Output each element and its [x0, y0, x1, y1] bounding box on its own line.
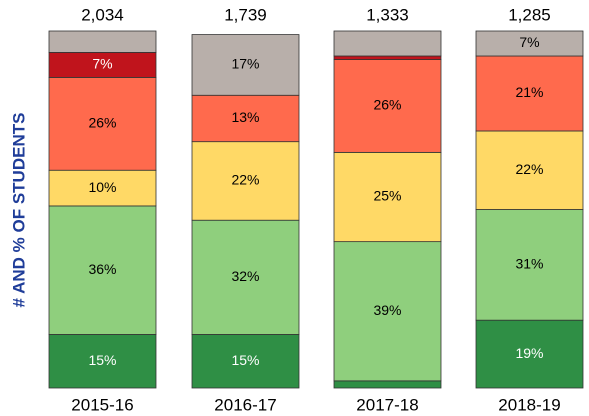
bar-segment	[333, 241, 442, 382]
bar-segment	[48, 334, 157, 389]
data-label: 7%	[519, 34, 539, 50]
data-label: 25%	[373, 188, 401, 204]
bar-segment	[191, 94, 300, 143]
data-label: 7%	[92, 56, 112, 72]
total-label: 1,285	[508, 5, 551, 24]
bar-segment	[333, 151, 442, 243]
bar-segment	[475, 55, 584, 132]
x-tick-label: 2015-16	[71, 395, 133, 414]
data-label: 10%	[88, 179, 116, 195]
data-label: 15%	[231, 352, 259, 368]
bar-segment	[333, 55, 442, 60]
total-label: 1,739	[224, 5, 267, 24]
bar-segment	[475, 30, 584, 57]
bar-segment	[191, 141, 300, 221]
total-label: 2,034	[81, 5, 124, 24]
bar-segment	[48, 77, 157, 171]
data-label: 15%	[88, 352, 116, 368]
data-label: 26%	[373, 97, 401, 113]
data-label: 36%	[88, 261, 116, 277]
bar-segment	[48, 52, 157, 78]
data-label: 13%	[231, 109, 259, 125]
data-label: 19%	[515, 345, 543, 361]
total-label: 1,333	[366, 5, 409, 24]
data-label: 26%	[88, 115, 116, 131]
bar-segment	[333, 59, 442, 153]
data-label: 22%	[231, 172, 259, 188]
bar-segment	[475, 209, 584, 321]
x-tick-label: 2018-19	[498, 395, 560, 414]
bar-segment	[191, 219, 300, 335]
data-label: 32%	[231, 268, 259, 284]
y-axis-label: # AND % OF STUDENTS	[9, 113, 28, 308]
data-label: 17%	[231, 56, 259, 72]
data-label: 31%	[515, 256, 543, 272]
data-label: 22%	[515, 161, 543, 177]
data-label: 39%	[373, 302, 401, 318]
bar-segment	[191, 334, 300, 389]
x-tick-label: 2017-18	[356, 395, 418, 414]
data-label: 21%	[515, 84, 543, 100]
bar-segment	[333, 380, 442, 389]
bar-segment	[48, 30, 157, 53]
bar-segment	[333, 30, 442, 57]
bar-segment	[475, 130, 584, 210]
bar-segment	[48, 205, 157, 335]
x-tick-label: 2016-17	[214, 395, 276, 414]
bar-segment	[191, 34, 300, 96]
